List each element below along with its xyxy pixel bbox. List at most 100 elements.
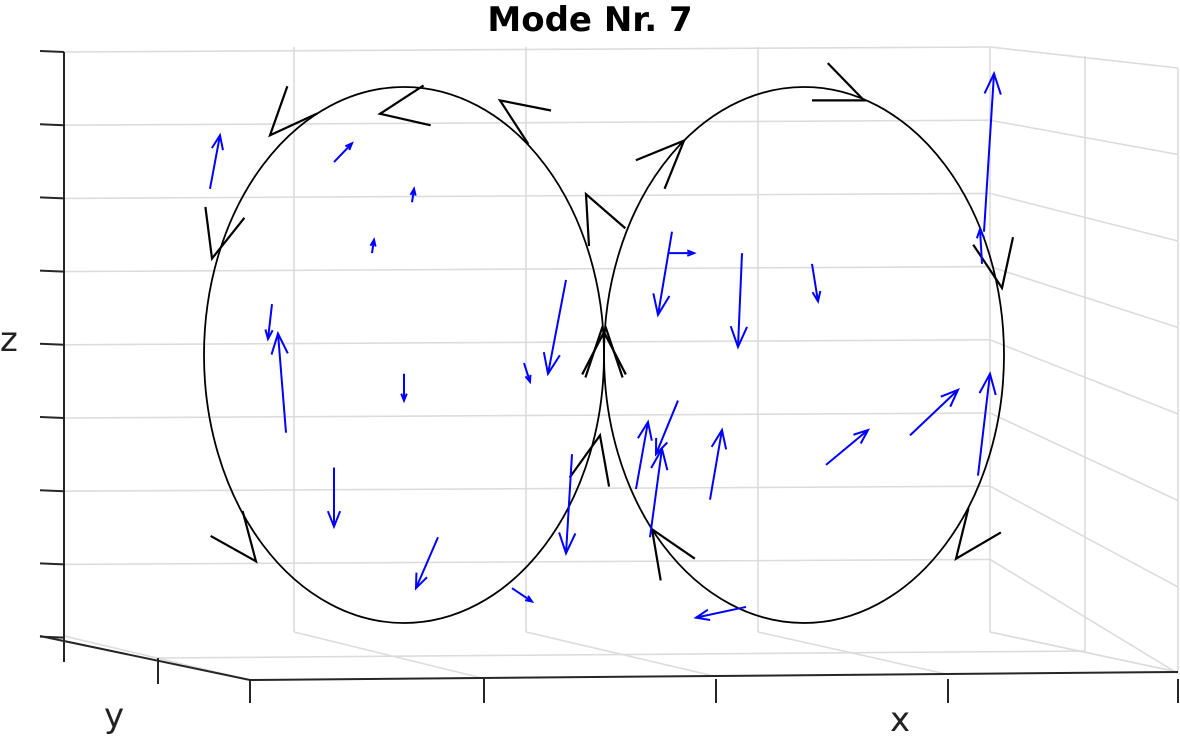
z-tick [39,50,65,53]
grid-line [293,631,483,679]
vector-head [270,330,289,355]
vector-shaft [511,587,533,603]
loop-arrow [581,325,624,378]
loop-arrow [204,206,246,262]
loop-arrow [210,510,258,564]
grid-line [63,46,991,53]
grid-line [63,485,991,493]
field-vector [649,446,669,538]
grid-line [989,119,1179,156]
vector-shaft [277,333,287,433]
grid-line [63,119,991,126]
vector-shaft [649,448,663,538]
field-vector [333,141,354,163]
axes [39,50,1179,703]
grid-line [63,192,991,200]
vector-head [978,371,997,396]
grid-line [989,631,1179,673]
vector-head [693,608,711,622]
z-tick [39,342,65,346]
field-vector [326,467,342,530]
field-vector [264,303,274,342]
vector-head [264,329,274,342]
field-vector [635,419,653,490]
vector-head [637,419,653,441]
grid-line [157,650,1086,659]
z-tick [39,489,65,493]
vector-shaft [709,429,723,500]
vector-shaft [695,605,747,619]
field-vector [523,362,532,385]
vector-head [344,141,354,151]
vector-shaft [565,454,573,554]
vector-head [710,427,728,450]
y-axis-label: y [104,696,125,736]
grid-line [989,192,1179,242]
z-tick [39,196,65,200]
field-vector [369,237,377,254]
field-vector [977,371,997,476]
x-axis [249,671,1179,681]
vector-head [558,532,577,557]
loop-arrow [377,84,431,127]
field-vector [652,231,673,318]
grid-line [63,338,991,346]
field-vector [654,400,679,457]
field-vector [909,387,960,437]
field-vector [414,536,439,591]
vector-shaft [979,228,983,264]
field-vector [729,253,748,350]
loop-arrow [584,325,627,378]
chart-title: Mode Nr. 7 [487,0,693,40]
loop-arrow [972,236,1015,291]
vector-head [853,428,871,444]
vector-shaft [909,389,959,437]
field-vector [693,605,747,622]
vector-head [975,226,986,239]
z-tick [39,562,65,566]
field-vector [270,330,289,433]
field-vector [511,587,535,604]
vector-shaft [267,303,273,340]
vector-head [686,249,697,257]
grid-line [989,558,1179,675]
grid-line [989,46,1179,69]
vector-shaft [655,400,679,455]
vector-head [414,572,428,591]
field-vector [983,70,1002,232]
vector-shaft [657,231,673,315]
field-vector [558,454,577,557]
vector-head [326,510,342,530]
vector-head [210,132,224,151]
vector-head [524,374,532,385]
grid-line [989,265,1179,329]
loop-arrow [635,138,686,190]
z-axis-label: z [0,320,18,360]
field-vector [409,186,417,203]
vector-head [654,437,669,457]
vector-shaft [811,263,819,302]
field-vector [825,428,871,466]
grid-line [63,558,991,566]
field-vector [400,373,408,404]
field-vectors [209,70,1002,622]
field-vector [811,263,822,305]
loops [203,86,1005,624]
vector-head [524,595,535,604]
vector-shaft [977,373,991,476]
loop-arrow [497,98,552,145]
z-tick [39,416,65,419]
z-tick [39,269,65,273]
field-vector [209,132,224,190]
y-axis [39,635,251,681]
vector-shaft [415,536,439,589]
vector-shaft [209,135,221,190]
right-loop [603,86,1005,624]
loop-arrow [268,85,318,138]
loop-arrow [811,62,867,102]
vector-shaft [737,253,743,348]
loop-arrow [584,191,627,247]
loop-arrow [954,507,1002,561]
vector-shaft [983,73,995,232]
